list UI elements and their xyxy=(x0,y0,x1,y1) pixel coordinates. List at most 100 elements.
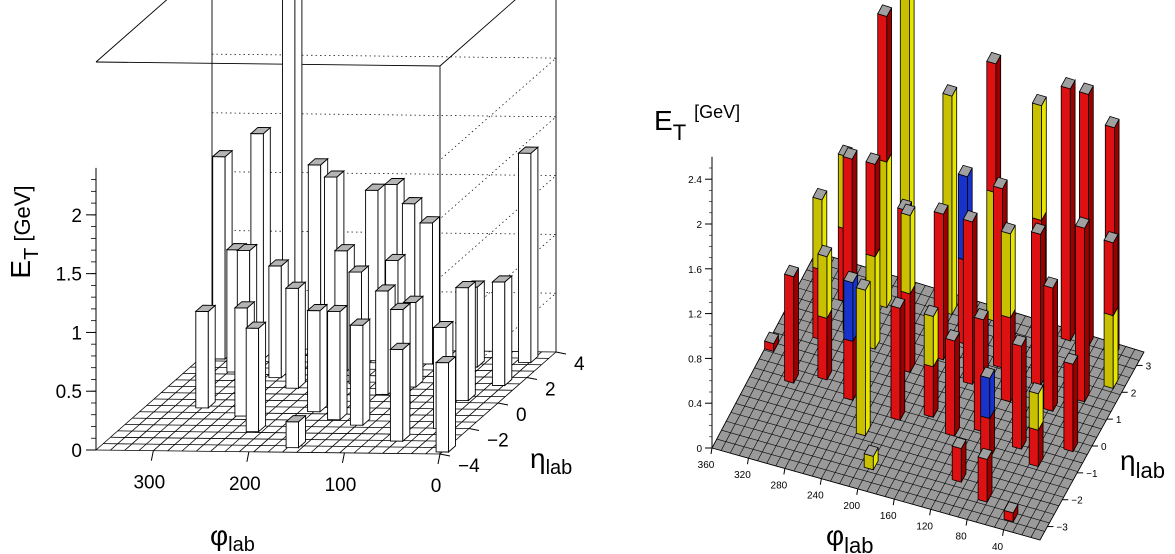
tower-front-face xyxy=(993,185,1003,369)
tower-group xyxy=(194,0,540,453)
z-tick-label: 1 xyxy=(71,323,82,344)
axes: 00.40.81.21.622.440801201602002402803203… xyxy=(688,156,1152,553)
tower-side-face xyxy=(972,213,978,385)
tower-front-face xyxy=(865,161,876,258)
tower-side-face xyxy=(1012,504,1019,523)
tower-side-face xyxy=(1041,211,1047,336)
tower-side-face xyxy=(951,87,958,315)
tower-top-face xyxy=(249,126,272,135)
floor-line xyxy=(957,326,1063,518)
floor-line xyxy=(1039,351,1145,541)
floor-line xyxy=(801,278,1130,378)
tower-front-face xyxy=(877,13,888,163)
floor-line xyxy=(763,349,1093,447)
eta-tick-label: −1 xyxy=(1086,469,1098,480)
z-tick-label: 1.6 xyxy=(688,265,702,276)
tower-side-face xyxy=(319,303,328,413)
tower-top-face xyxy=(233,301,256,309)
tower-front-face xyxy=(285,421,299,449)
tower-top-face xyxy=(1060,77,1076,90)
tower-side-face xyxy=(899,299,906,421)
tower-top-face xyxy=(973,308,989,321)
floor-line xyxy=(994,337,1099,528)
tower-top-face xyxy=(418,216,441,224)
tower-front-face xyxy=(1060,85,1071,342)
tower-top-face xyxy=(306,303,329,312)
tower-front-face xyxy=(195,310,209,409)
floor-line xyxy=(811,260,1140,361)
tower-front-face xyxy=(817,253,828,319)
tower-side-face xyxy=(909,206,916,295)
tower-side-face xyxy=(943,205,949,361)
floor-line xyxy=(748,262,853,459)
tower-front-face xyxy=(764,340,775,353)
tower-top-face xyxy=(933,202,949,215)
tower-front-face xyxy=(234,307,248,417)
tower-side-face xyxy=(773,334,779,352)
tower-top-face xyxy=(877,4,893,17)
tower-side-face xyxy=(339,304,348,421)
tower-side-face xyxy=(530,146,539,364)
tower-side-face xyxy=(1041,96,1047,221)
tower-front-face xyxy=(1028,427,1039,468)
tower-front-face xyxy=(1075,225,1085,403)
phi-tick xyxy=(341,452,345,463)
floor-line xyxy=(821,285,926,479)
floor-line xyxy=(815,251,1145,353)
tower-side-face xyxy=(467,280,476,402)
tower-side-face xyxy=(909,0,915,296)
floor-line xyxy=(792,296,1121,396)
tower-side-face xyxy=(415,295,424,389)
tower-side-face xyxy=(852,273,859,342)
floor-line xyxy=(759,358,1088,455)
tower-side-face xyxy=(932,307,939,368)
tower-front-face xyxy=(923,313,934,368)
tower-front-face xyxy=(455,287,469,402)
floor-line xyxy=(775,271,881,467)
tower-front-face xyxy=(1043,284,1054,412)
phi-tick-label: 120 xyxy=(916,521,933,532)
floor-line xyxy=(720,254,826,451)
tower-side-face xyxy=(258,321,267,433)
tower-front-face xyxy=(812,196,823,271)
tower-side-face xyxy=(1052,279,1058,412)
z-tick-label: 0.8 xyxy=(688,354,702,365)
tower-side-face xyxy=(826,309,833,381)
tower-side-face xyxy=(821,190,828,271)
tower-front-face xyxy=(837,153,848,231)
eta-tick-label: 2 xyxy=(545,380,556,401)
tower-front-face xyxy=(1063,361,1074,453)
tower-top-face xyxy=(1103,231,1119,244)
tower-front-face xyxy=(518,152,532,364)
tower-top-face xyxy=(812,187,828,201)
tower-front-face xyxy=(951,445,962,483)
floor-line xyxy=(782,314,1111,413)
tower-side-face xyxy=(983,311,989,433)
eta-tick-label: 0 xyxy=(1101,442,1107,453)
tower-top-face xyxy=(992,176,1008,190)
phi-tick xyxy=(246,451,250,462)
floor-line xyxy=(903,310,1008,502)
tower-front-face xyxy=(942,92,953,316)
eta-tick-label: 3 xyxy=(1146,361,1152,372)
frame-edge xyxy=(95,61,441,67)
tower-top-face xyxy=(194,304,217,312)
tower-side-face xyxy=(362,318,371,427)
frame-edge xyxy=(439,0,516,67)
tower-top-face xyxy=(307,158,329,166)
phi-tick xyxy=(929,509,932,516)
eta-tick xyxy=(497,402,509,406)
tower-front-face xyxy=(1104,124,1115,358)
tower-top-face xyxy=(389,342,411,350)
tower-front-face xyxy=(973,316,984,433)
eta-tick-label: 4 xyxy=(574,354,585,375)
eta-tick-label: −4 xyxy=(458,456,480,477)
tower-top-face xyxy=(1000,222,1016,235)
tower-top-face xyxy=(980,366,996,379)
tower-top-face xyxy=(855,278,871,291)
phi-tick xyxy=(746,458,749,465)
eta-tick-label: 0 xyxy=(516,405,527,426)
tower-side-face xyxy=(874,155,881,257)
floor-line xyxy=(884,304,990,497)
tower-top-face xyxy=(384,253,407,262)
